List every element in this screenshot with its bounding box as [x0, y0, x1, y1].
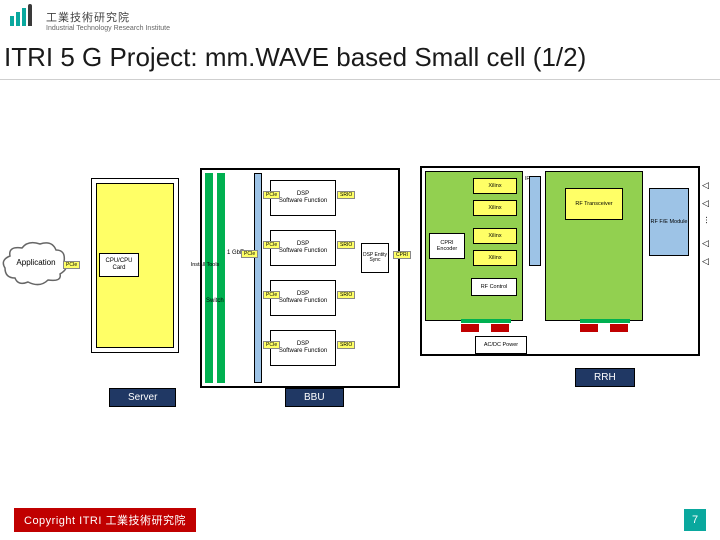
softfunc-4: Software Function	[279, 348, 327, 354]
xilinx-2: Xilinx	[473, 200, 517, 216]
bbu-tag: BBU	[285, 388, 344, 407]
if-box	[529, 176, 541, 266]
pcie-dsp-4: PCIe	[263, 341, 280, 349]
bbu-blue-strip	[254, 173, 262, 383]
redbar-2	[491, 324, 509, 332]
redbar-1	[461, 324, 479, 332]
rf-fe-module: RF F/E Module	[649, 188, 689, 256]
antenna-icon-2: ◁	[702, 198, 709, 209]
cable-1	[461, 319, 511, 323]
dsp-label-1: DSP	[297, 191, 309, 197]
bbu-green-strip-1	[205, 173, 213, 383]
logo-cn: 工業技術研究院	[46, 9, 170, 25]
xilinx-4: Xilinx	[473, 250, 517, 266]
cable-2	[580, 319, 630, 323]
cpri-conn: CPRI	[393, 251, 411, 259]
srio-4: SRIO	[337, 341, 355, 349]
pcie-dsp-3: PCIe	[263, 291, 280, 299]
rf-transceiver: RF Transceiver	[565, 188, 623, 220]
server-tag: Server	[109, 388, 176, 407]
dsp-label-3: DSP	[297, 291, 309, 297]
antenna-icon-1: ◁	[702, 180, 709, 191]
srio-3: SRIO	[337, 291, 355, 299]
if-label: IF	[525, 176, 529, 182]
footer: Copyright ITRI 工業技術研究院 7	[0, 508, 720, 532]
page-title: ITRI 5 G Project: mm.WAVE based Small ce…	[0, 38, 720, 80]
redbar-4	[610, 324, 628, 332]
copyright: Copyright ITRI 工業技術研究院	[14, 508, 196, 532]
logo-en: Industrial Technology Research Institute	[46, 25, 170, 32]
xilinx-1: Xilinx	[473, 178, 517, 194]
cpri-encoder: CPRI Encoder	[429, 233, 465, 259]
softfunc-2: Software Function	[279, 248, 327, 254]
antenna-icon-3: ◁	[702, 238, 709, 249]
rf-control: RF Control	[471, 278, 517, 296]
bbu-green-strip-2	[217, 173, 225, 383]
acdc-power: AC/DC Power	[475, 336, 527, 354]
dsp-label-4: DSP	[297, 341, 309, 347]
dsp-entity-sync: DSP Entity Sync	[361, 243, 389, 273]
pcie-dsp-2: PCIe	[263, 241, 280, 249]
page-number: 7	[684, 509, 706, 531]
redbar-3	[580, 324, 598, 332]
antenna-icon-4: ◁	[702, 256, 709, 267]
xilinx-3: Xilinx	[473, 228, 517, 244]
pcie-conn-2: PCIe	[241, 250, 258, 258]
architecture-diagram: Application PCIe CPU/CPU Card 1 GbE PCIe…	[5, 88, 715, 468]
softfunc-3: Software Function	[279, 298, 327, 304]
rrh-tag: RRH	[575, 368, 635, 387]
switch-label: Switch	[206, 298, 224, 304]
install-tools: Install Tools	[183, 262, 227, 268]
dsp-label-2: DSP	[297, 241, 309, 247]
antenna-dots: ⋯	[702, 216, 711, 224]
itri-logo-icon	[10, 6, 38, 34]
pcie-conn-1: PCIe	[63, 261, 80, 269]
srio-1: SRIO	[337, 191, 355, 199]
softfunc-1: Software Function	[279, 198, 327, 204]
srio-2: SRIO	[337, 241, 355, 249]
header: 工業技術研究院 Industrial Technology Research I…	[0, 0, 720, 38]
application-label: Application	[7, 258, 65, 267]
logo-text: 工業技術研究院 Industrial Technology Research I…	[46, 9, 170, 32]
pcie-dsp-1: PCIe	[263, 191, 280, 199]
cpu-card: CPU/CPU Card	[99, 253, 139, 277]
